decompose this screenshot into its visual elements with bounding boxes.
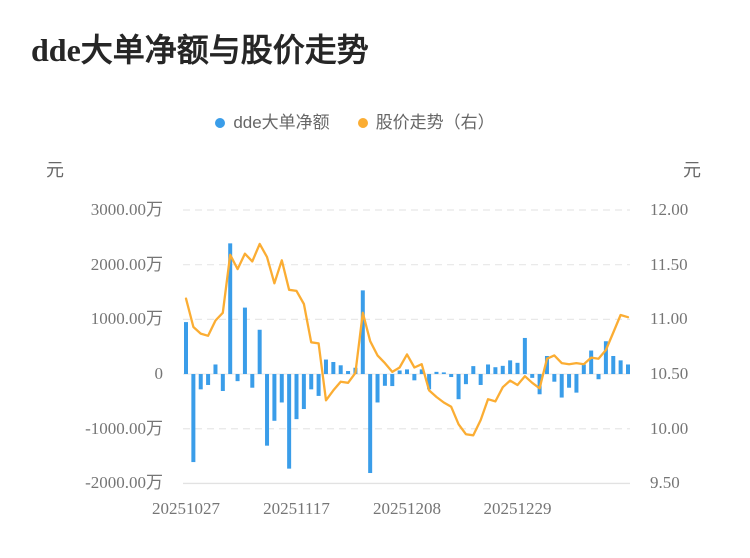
dde-net-bar xyxy=(191,374,196,463)
dde-net-bar xyxy=(405,369,409,375)
axis-unit-left: 元 xyxy=(46,160,64,180)
dde-net-bar xyxy=(441,372,446,375)
legend-label-bar-series: dde大单净额 xyxy=(233,113,330,132)
dde-net-bar xyxy=(463,374,468,385)
y-axis-right-tick: 10.50 xyxy=(650,364,689,384)
dde-net-bar xyxy=(500,365,505,375)
dde-net-bar xyxy=(279,374,284,403)
dde-net-bar xyxy=(412,374,417,381)
dde-net-bar xyxy=(265,374,270,446)
y-axis-right-tick: 11.50 xyxy=(650,254,688,274)
dde-net-bar xyxy=(382,374,387,386)
dde-net-bar xyxy=(323,359,328,375)
axis-unit-right: 元 xyxy=(683,160,701,180)
dde-net-bar xyxy=(603,341,608,375)
legend-marker-line-icon xyxy=(357,118,368,128)
dde-net-bar xyxy=(235,374,240,382)
dde-net-bar xyxy=(397,370,402,375)
legend-item-bar-series[interactable]: dde大单净额 xyxy=(215,112,330,134)
dde-net-bar xyxy=(552,374,557,382)
dde-net-bar xyxy=(478,374,483,385)
dde-net-bar xyxy=(427,374,432,390)
y-axis-left-tick: 2000.00万 xyxy=(90,254,163,274)
dde-net-bar xyxy=(228,243,233,375)
dde-net-bar xyxy=(486,364,491,375)
dde-net-bar xyxy=(213,364,218,375)
dde-net-bar xyxy=(375,374,380,403)
dde-net-bar xyxy=(508,360,513,375)
dde-net-bar xyxy=(301,374,306,410)
y-axis-left-tick: 3000.00万 xyxy=(90,200,163,219)
dde-net-bar xyxy=(338,365,343,375)
y-axis-right-tick: 12.00 xyxy=(650,200,689,219)
dde-net-bar xyxy=(346,371,351,375)
dde-net-bar xyxy=(574,374,579,393)
dde-net-bar xyxy=(471,366,476,375)
dde-net-bar xyxy=(331,362,336,375)
dde-net-bar xyxy=(220,374,225,391)
dde-net-bar xyxy=(294,374,299,420)
dde-net-bar xyxy=(522,337,527,375)
legend-item-line-series[interactable]: 股价走势（右） xyxy=(357,112,495,134)
dde-net-bar xyxy=(360,290,365,375)
y-axis-right-tick: 10.00 xyxy=(650,418,689,438)
dde-net-bar xyxy=(434,371,439,375)
chart-title: dde大单净额与股价走势 xyxy=(31,32,369,68)
dde-net-bar xyxy=(530,374,535,378)
dde-net-bar xyxy=(309,374,314,390)
y-axis-left-tick: 0 xyxy=(154,364,164,384)
dde-net-bar xyxy=(611,355,616,375)
legend: dde大单净额 股价走势（右） xyxy=(0,112,730,134)
dde-net-bar xyxy=(456,374,461,400)
dde-net-bar xyxy=(242,307,247,375)
dde-net-bar xyxy=(250,374,255,388)
dde-net-bar xyxy=(567,374,572,388)
legend-marker-bar-icon xyxy=(215,118,226,128)
dde-net-bar xyxy=(316,374,321,396)
dde-net-bar xyxy=(581,364,586,375)
dde-net-bar xyxy=(589,350,594,375)
legend-label-line-series: 股价走势（右） xyxy=(375,113,495,132)
x-axis-tick: 20251229 xyxy=(483,499,552,518)
dde-net-bar xyxy=(544,355,549,375)
y-axis-right-tick: 11.00 xyxy=(650,309,688,329)
dde-net-bar xyxy=(272,374,277,421)
dde-net-bar xyxy=(206,374,211,385)
dde-net-bar xyxy=(419,369,424,375)
y-axis-right-tick: 9.50 xyxy=(650,473,680,493)
y-axis-left-tick: -1000.00万 xyxy=(85,418,163,438)
dde-net-bar xyxy=(257,329,262,375)
dde-net-bar xyxy=(287,374,292,469)
dde-net-bar xyxy=(449,374,454,378)
dde-net-bar xyxy=(626,364,630,375)
y-axis-left-tick: -2000.00万 xyxy=(85,473,163,493)
x-axis-tick: 20251027 xyxy=(152,499,220,518)
dde-net-bar xyxy=(515,362,520,375)
x-axis-tick: 20251208 xyxy=(373,499,441,518)
dde-net-bar xyxy=(184,322,188,375)
dde-net-bar xyxy=(368,374,373,474)
y-axis-left-tick: 1000.00万 xyxy=(90,309,163,329)
dde-net-bar xyxy=(198,374,203,390)
dde-net-bar xyxy=(596,374,601,380)
x-axis-tick: 20251117 xyxy=(263,499,330,518)
dde-net-bar xyxy=(559,374,564,398)
dde-net-bar xyxy=(618,360,623,375)
dde-net-bar xyxy=(390,374,395,387)
price-trend-line xyxy=(184,242,630,437)
dde-net-bar xyxy=(493,367,498,375)
